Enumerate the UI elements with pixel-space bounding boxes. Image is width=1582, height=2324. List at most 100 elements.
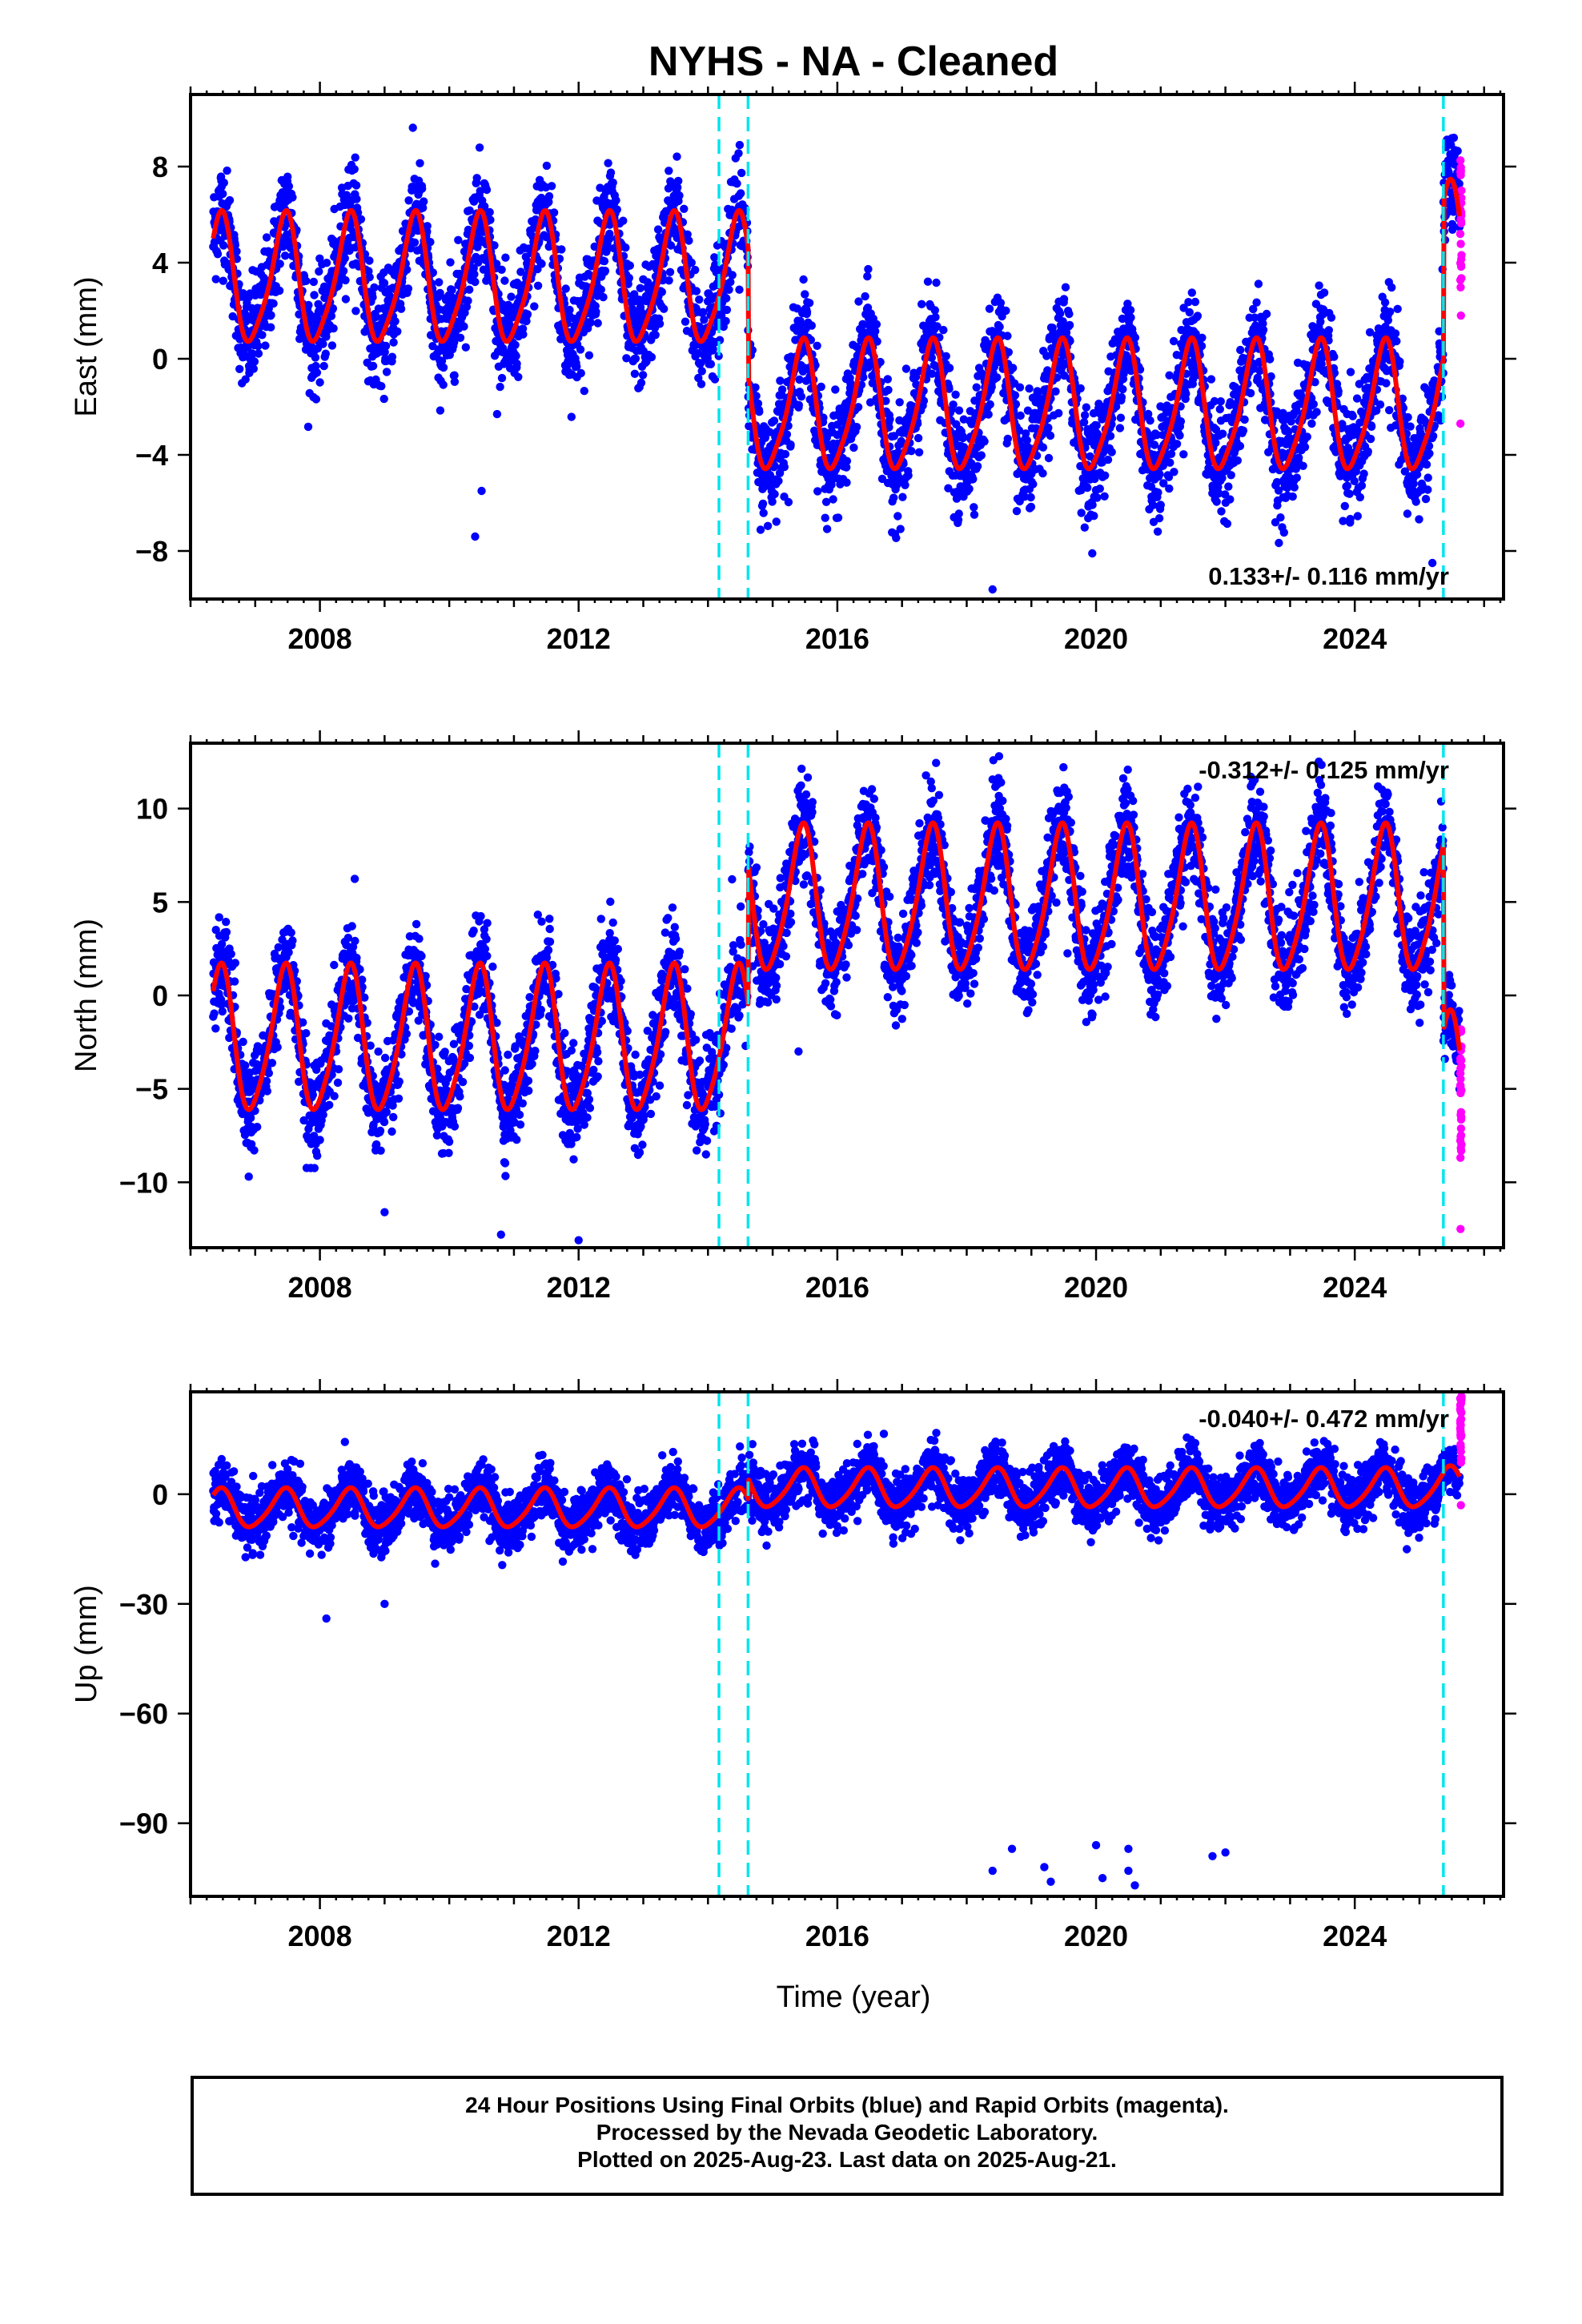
final-point (871, 327, 880, 336)
final-point (636, 283, 644, 292)
final-point (327, 312, 336, 320)
final-point (1219, 429, 1227, 438)
final-point (1083, 483, 1092, 493)
final-point (710, 253, 719, 262)
final-point (1148, 501, 1158, 509)
final-point (1130, 333, 1140, 342)
final-point (471, 277, 480, 287)
final-point (235, 364, 244, 373)
final-point (735, 285, 744, 294)
outlier-point (988, 585, 997, 594)
final-point (576, 345, 585, 354)
final-point (249, 364, 258, 373)
final-point (599, 292, 608, 302)
final-point (465, 206, 474, 215)
x-tick-label: 2024 (1323, 622, 1387, 655)
final-point (1044, 423, 1053, 432)
final-point (584, 351, 594, 360)
final-point (761, 433, 769, 442)
final-point (1185, 308, 1195, 317)
final-point (801, 290, 809, 299)
final-point (1288, 492, 1297, 501)
final-point (544, 191, 554, 201)
final-point (944, 484, 953, 493)
final-point (842, 456, 852, 465)
final-point (288, 193, 297, 202)
final-point (1011, 400, 1021, 408)
final-point (1172, 440, 1182, 448)
final-point (1395, 357, 1404, 366)
final-point (885, 423, 893, 432)
final-point (593, 319, 602, 328)
final-point (1182, 389, 1191, 398)
final-point (687, 258, 696, 267)
final-point (1316, 317, 1325, 326)
final-point (697, 367, 706, 376)
final-point (842, 478, 851, 487)
final-point (370, 283, 379, 292)
final-point (1158, 461, 1168, 470)
final-point (1303, 432, 1311, 441)
final-point (651, 331, 660, 340)
final-point (275, 286, 284, 296)
final-point (604, 159, 612, 167)
final-point (673, 183, 682, 192)
final-point (448, 285, 456, 295)
final-point (1025, 384, 1034, 393)
final-point (1359, 469, 1368, 478)
final-point (666, 241, 676, 250)
final-orbit-points-east (209, 123, 1464, 558)
final-point (893, 512, 902, 521)
final-point (1176, 417, 1186, 426)
final-point (1153, 527, 1162, 536)
final-point (311, 395, 321, 404)
final-point (469, 263, 478, 273)
final-point (691, 265, 700, 275)
final-point (480, 202, 489, 211)
final-point (630, 369, 640, 378)
final-point (1375, 400, 1385, 409)
final-point (846, 379, 855, 388)
final-point (861, 292, 869, 301)
final-point (576, 368, 585, 378)
final-point (1259, 325, 1268, 335)
final-point (340, 254, 349, 263)
final-point (697, 380, 706, 388)
final-point (507, 292, 516, 301)
final-point (726, 278, 735, 287)
final-point (833, 513, 843, 522)
final-point (1382, 379, 1391, 388)
final-point (547, 182, 556, 191)
final-point (1022, 436, 1032, 444)
final-point (222, 918, 231, 927)
final-point (904, 471, 913, 480)
final-point (472, 174, 481, 183)
final-point (1330, 352, 1339, 361)
final-point (1193, 312, 1203, 320)
final-point (1003, 434, 1013, 444)
final-point (454, 235, 463, 244)
final-point (377, 382, 386, 391)
final-point (406, 243, 416, 253)
final-point (1227, 471, 1235, 480)
rapid-point (1457, 186, 1466, 195)
final-point (978, 369, 987, 379)
final-point (1126, 306, 1135, 315)
final-point (490, 241, 499, 250)
final-point (768, 497, 777, 506)
final-point (329, 324, 338, 333)
final-point (222, 927, 231, 937)
final-point (784, 497, 793, 507)
final-point (1026, 502, 1036, 512)
final-point (751, 383, 760, 392)
final-point (901, 364, 911, 373)
final-point (1184, 298, 1193, 307)
final-point (1080, 411, 1090, 420)
final-point (1106, 432, 1115, 440)
final-point (1235, 441, 1245, 451)
final-point (737, 189, 745, 198)
final-point (1002, 306, 1010, 316)
final-point (586, 318, 595, 327)
final-point (776, 376, 785, 385)
